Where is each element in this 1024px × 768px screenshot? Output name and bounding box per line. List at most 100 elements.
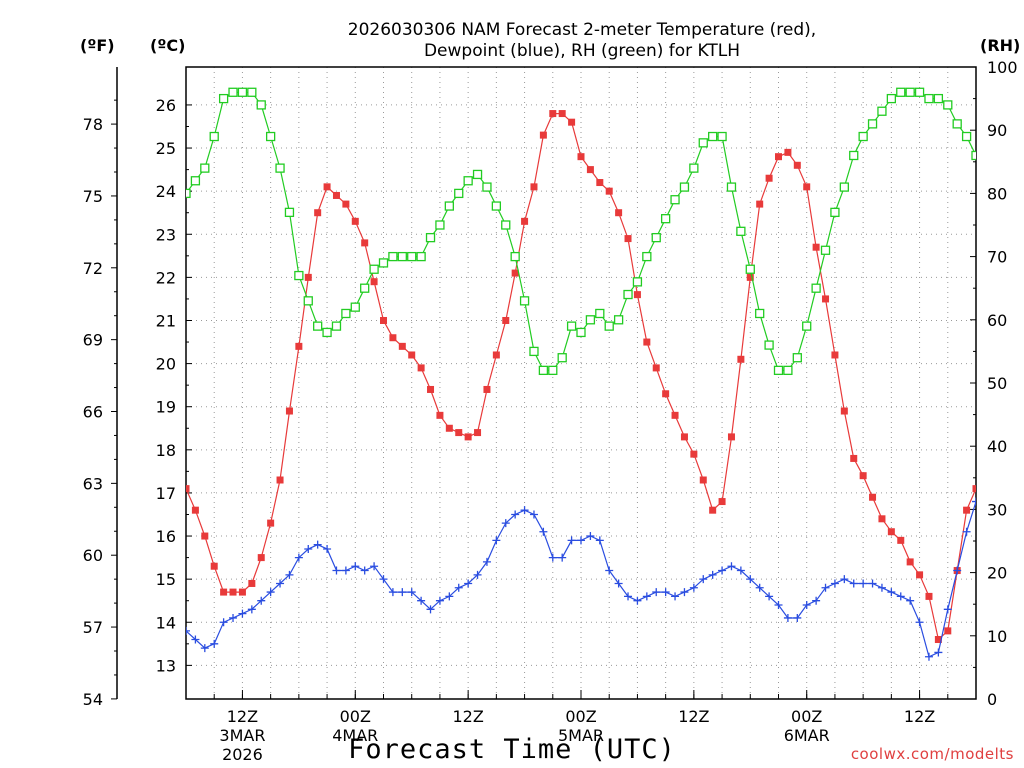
dewpoint-point (454, 583, 463, 592)
rh-point (256, 100, 266, 110)
temperature-point (775, 153, 782, 161)
fahrenheit-tick-label: 72 (83, 259, 103, 278)
celsius-tick-label: 20 (156, 355, 176, 374)
dewpoint-point (332, 566, 341, 575)
rh-point (510, 251, 520, 262)
dewpoint-point (595, 536, 604, 545)
temperature-point (539, 131, 547, 139)
rh-tick-label: 50 (987, 374, 1007, 393)
temperature-point (699, 476, 707, 484)
dewpoint-point (539, 527, 548, 536)
temperature-point (248, 579, 256, 587)
series-dewpoint (186, 497, 976, 661)
celsius-tick-label: 15 (156, 570, 176, 589)
dewpoint-point (830, 579, 839, 588)
temperature-point (878, 515, 886, 523)
dewpoint-point (529, 510, 538, 519)
dewpoint-point (708, 570, 717, 579)
series-line (186, 112, 976, 641)
rh-point (905, 87, 915, 97)
rh-point (877, 106, 887, 116)
dewpoint-point (896, 592, 905, 601)
rh-point (961, 131, 972, 142)
rh-point (501, 220, 511, 230)
temperature-point (229, 588, 237, 596)
temperature-point (511, 269, 519, 277)
rh-point (783, 365, 793, 376)
series-layer (186, 87, 999, 661)
celsius-tick-label: 13 (156, 656, 176, 675)
temperature-point (361, 239, 369, 247)
rh-point (755, 308, 765, 319)
rh-point (613, 315, 624, 325)
dewpoint-point (276, 579, 285, 588)
temperature-point (295, 342, 303, 350)
series-line (186, 91, 976, 371)
rh-point (991, 221, 999, 229)
dewpoint-point (840, 575, 849, 584)
credit-link[interactable]: coolwx.com/modelts (851, 745, 1014, 763)
rh-point (190, 176, 201, 186)
rh-point (642, 251, 652, 262)
fahrenheit-tick-label: 78 (83, 115, 103, 134)
fahrenheit-tick-label: 66 (83, 403, 103, 422)
x-year-label: 2026 (222, 745, 263, 764)
temperature-point (624, 235, 632, 243)
temperature-point (238, 588, 246, 596)
temperature-point (370, 278, 378, 286)
dewpoint-point (699, 575, 708, 584)
dewpoint-point (605, 566, 614, 575)
x-tick-label: 12Z (904, 707, 935, 726)
dewpoint-point (186, 626, 190, 635)
dewpoint-point (191, 635, 200, 644)
rh-tick-label: 10 (987, 627, 1007, 646)
rh-point (519, 296, 530, 306)
temperature-point (351, 217, 359, 225)
rh-point (566, 321, 577, 331)
dewpoint-point (962, 527, 971, 536)
rh-unit-label: (RH) (980, 36, 1020, 55)
temperature-point (530, 183, 538, 191)
rh-point (952, 119, 962, 129)
dewpoint-point (877, 583, 886, 592)
rh-tick-label: 0 (987, 690, 997, 709)
celsius-tick-label: 18 (156, 441, 176, 460)
fahrenheit-tick-label: 60 (83, 546, 103, 565)
rh-point (632, 277, 643, 287)
temperature-point (314, 209, 322, 217)
rh-point (416, 251, 426, 262)
dewpoint-point (351, 562, 360, 571)
rh-point (820, 245, 831, 255)
temperature-point (332, 191, 340, 199)
x-date-label: 4MAR (332, 726, 378, 745)
temperature-point (680, 433, 688, 441)
dewpoint-point (943, 605, 952, 614)
rh-point (331, 321, 342, 331)
rh-tick-label: 70 (987, 248, 1007, 267)
dewpoint-point (887, 588, 896, 597)
dewpoint-point (257, 596, 266, 605)
rh-point (313, 321, 323, 331)
rh-point (265, 131, 276, 142)
dewpoint-point (859, 579, 868, 588)
temperature-point (934, 636, 942, 644)
dewpoint-point (520, 506, 529, 515)
rh-point (858, 131, 868, 142)
dewpoint-point (238, 609, 247, 618)
temperature-point (972, 485, 976, 493)
temperature-point (615, 209, 623, 217)
temperature-point (605, 187, 613, 195)
rh-point (839, 182, 849, 192)
temperature-point (850, 454, 858, 462)
temperature-point (502, 316, 510, 324)
rh-point (482, 182, 492, 192)
rh-point (651, 232, 661, 243)
dewpoint-point (417, 596, 426, 605)
temperature-point (737, 355, 745, 363)
temperature-point (257, 554, 265, 562)
temperature-point (445, 424, 453, 432)
temperature-point (709, 506, 717, 514)
celsius-tick-label: 19 (156, 398, 176, 417)
temperature-point (464, 433, 472, 441)
